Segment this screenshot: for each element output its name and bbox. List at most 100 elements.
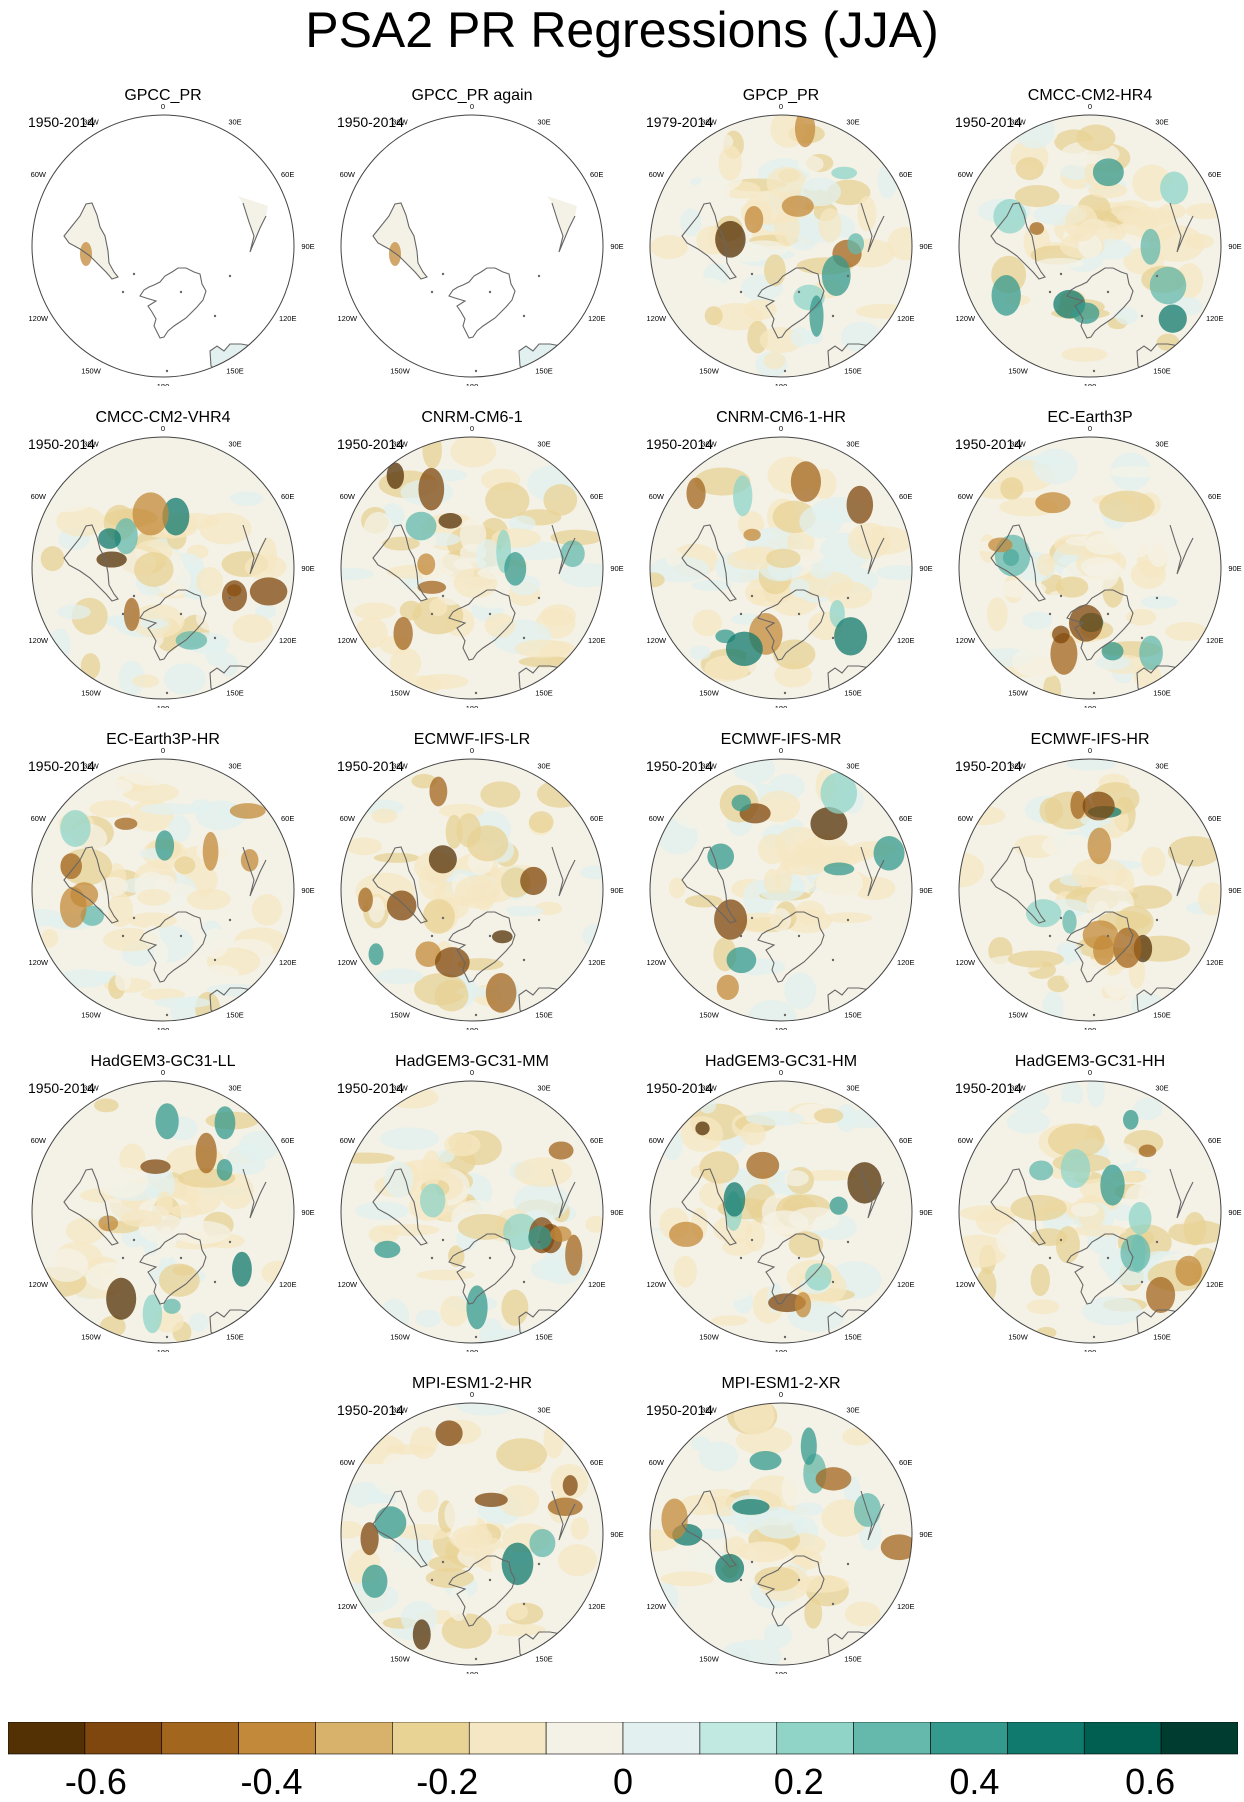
- anomaly-patch: [988, 537, 1013, 553]
- island-mark: [1140, 958, 1144, 962]
- anomaly-patch: [661, 1498, 688, 1540]
- anomaly-patch: [119, 1143, 146, 1175]
- longitude-label: 60W: [31, 814, 47, 823]
- antarctica-coastline: [139, 911, 207, 983]
- anomaly-patch: [358, 887, 373, 912]
- africa-coastline: [860, 524, 885, 575]
- anomaly-patch: [1050, 632, 1078, 675]
- africa-coastline: [1169, 524, 1194, 575]
- island-mark: [1106, 612, 1110, 616]
- island-mark: [488, 1578, 492, 1582]
- longitude-label: 30E: [1155, 117, 1168, 126]
- island-mark: [213, 314, 217, 318]
- map-panel: ECMWF-IFS-LR0 30E 60E 90E 120E 150E 180 150W 120…: [337, 730, 637, 1030]
- anomaly-patch: [114, 817, 138, 830]
- new-zealand-coastline: [785, 1663, 803, 1665]
- colorbar-tick-label: -0.6: [65, 1761, 127, 1802]
- longitude-label: 60W: [340, 1136, 356, 1145]
- panel-period: 1950-2014: [28, 1080, 95, 1096]
- south-america-coastline: [990, 1168, 1046, 1246]
- longitude-label: 90E: [610, 886, 623, 895]
- island-mark: [831, 958, 835, 962]
- longitude-label: 120E: [897, 958, 915, 967]
- anomaly-patch: [733, 475, 753, 517]
- anomaly-patch: [823, 862, 855, 876]
- anomaly-patch: [1133, 210, 1160, 232]
- anomaly-patch: [480, 781, 521, 808]
- polar-map: 030E60E90E120E150E180150W120W90W60W30W: [337, 424, 623, 708]
- anomaly-patch: [502, 905, 545, 917]
- anomaly-patch: [455, 875, 500, 909]
- new-zealand-coastline: [476, 375, 494, 377]
- panel-period: 1950-2014: [337, 436, 404, 452]
- anomaly-patch: [669, 1221, 704, 1247]
- longitude-label: 90E: [301, 886, 314, 895]
- island-mark: [1092, 1013, 1096, 1017]
- longitude-label: 60W: [958, 492, 974, 501]
- anomaly-patch: [354, 617, 388, 649]
- anomaly-patch: [795, 1550, 823, 1570]
- anomaly-patch: [475, 539, 501, 574]
- anomaly-patch: [118, 660, 145, 696]
- anomaly-patch: [363, 1253, 418, 1264]
- anomaly-patch: [704, 306, 723, 326]
- island-mark: [1092, 369, 1096, 373]
- colorbar-swatch: [930, 1722, 1008, 1755]
- longitude-label: 150W: [81, 689, 102, 698]
- island-mark: [1048, 1256, 1052, 1260]
- longitude-label: 60W: [31, 170, 47, 179]
- anomaly-patch: [726, 549, 778, 571]
- anomaly-patch: [562, 1475, 578, 1496]
- anomaly-patch: [967, 174, 1014, 185]
- anomaly-patch: [873, 836, 905, 871]
- island-mark: [132, 272, 136, 276]
- longitude-label: 30W: [392, 1083, 408, 1092]
- new-zealand-coastline: [167, 375, 185, 377]
- anomaly-patch: [734, 1517, 762, 1534]
- island-mark: [1059, 594, 1063, 598]
- panel-period: 1950-2014: [28, 436, 95, 452]
- anomaly-patch: [1124, 1183, 1158, 1212]
- anomaly-patch: [140, 803, 201, 815]
- longitude-label: 180: [1084, 1348, 1097, 1352]
- south-america-coastline: [681, 524, 737, 602]
- map-panel: CNRM-CM6-1-HR0 30E 60E 90E 120E 150E 180 150W 12…: [646, 408, 946, 708]
- island-mark: [1048, 934, 1052, 938]
- island-mark: [165, 1013, 169, 1017]
- longitude-label: 120E: [897, 636, 915, 645]
- island-mark: [846, 596, 850, 600]
- anomaly-patch: [747, 999, 797, 1021]
- island-mark: [179, 934, 183, 938]
- anomaly-patch: [773, 210, 800, 247]
- polar-map: 030E60E90E120E150E180150W120W90W60W30W: [646, 1390, 932, 1674]
- anomaly-patch: [219, 653, 239, 677]
- south-america-coastline: [681, 846, 737, 924]
- longitude-label: 60E: [899, 814, 912, 823]
- antarctica-coastline: [448, 267, 516, 339]
- polar-map: 030E60E90E120E150E180150W120W90W60W30W: [28, 424, 314, 708]
- antarctica-coastline: [757, 267, 825, 339]
- anomaly-patch: [1046, 1101, 1083, 1115]
- longitude-label: 120E: [279, 636, 297, 645]
- south-america-coastline: [63, 846, 119, 924]
- anomaly-patch: [216, 1158, 233, 1181]
- anomaly-patch: [650, 556, 710, 583]
- longitude-label: 180: [1084, 704, 1097, 708]
- anomaly-patch: [1092, 158, 1124, 187]
- south-america-coastline: [372, 1168, 428, 1246]
- panel-period: 1950-2014: [955, 436, 1022, 452]
- anomaly-patch: [722, 1641, 757, 1664]
- longitude-label: 120W: [955, 958, 976, 967]
- island-mark: [522, 1602, 526, 1606]
- anomaly-patch: [1140, 228, 1161, 265]
- new-zealand-coastline: [785, 1019, 803, 1021]
- map-panel: ECMWF-IFS-MR0 30E 60E 90E 120E 150E 180 150W 120…: [646, 730, 946, 1030]
- anomaly-patch: [188, 1312, 209, 1332]
- longitude-label: 150W: [1008, 367, 1029, 376]
- island-mark: [132, 594, 136, 598]
- anomaly-patch: [383, 575, 409, 613]
- anomaly-patch: [532, 944, 574, 965]
- anomaly-patch: [1183, 1211, 1207, 1246]
- island-mark: [1059, 272, 1063, 276]
